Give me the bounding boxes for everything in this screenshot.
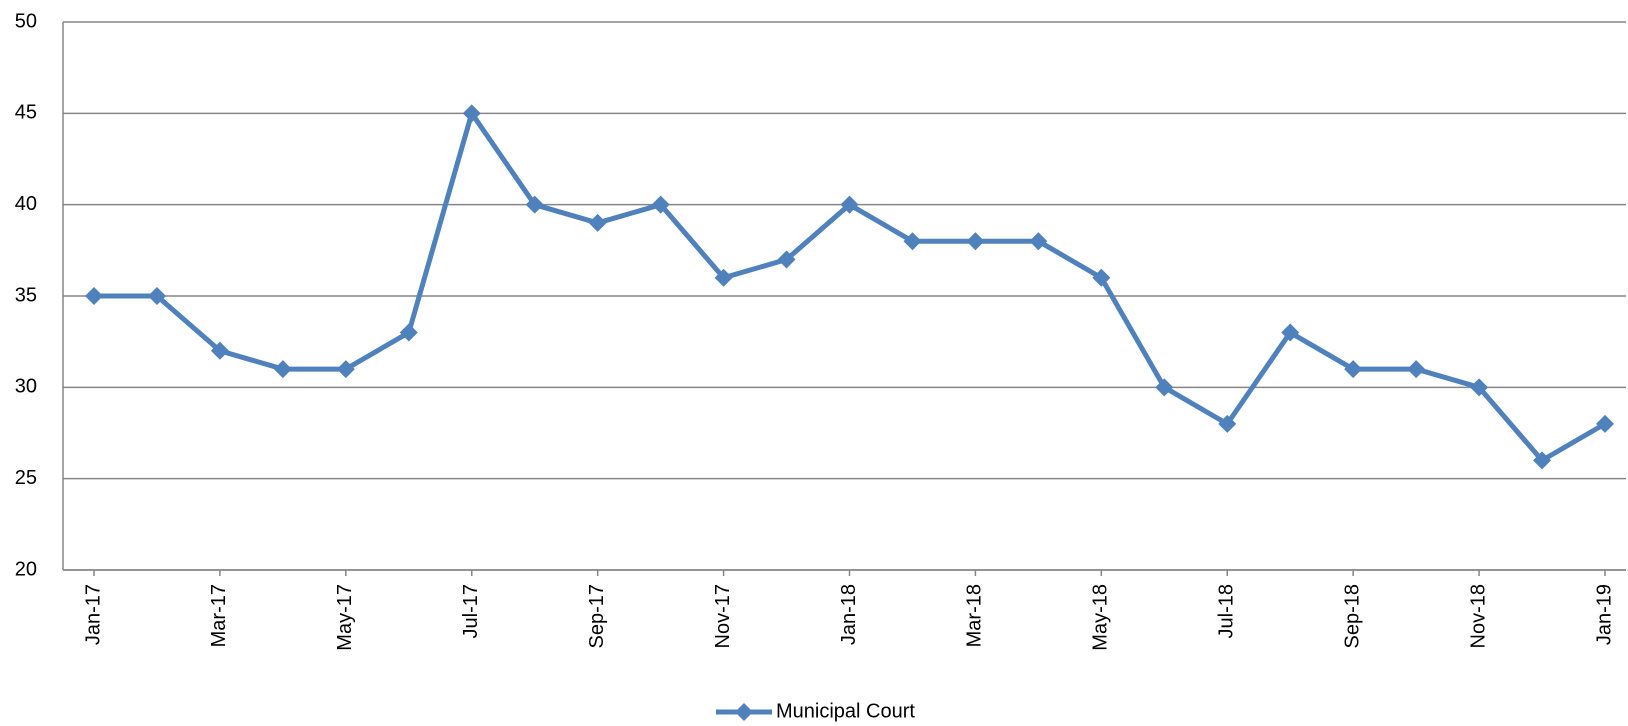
marker [210, 341, 229, 360]
x-tick-label: Jan-19 [1593, 584, 1615, 645]
y-tick-label: 35 [15, 284, 37, 306]
marker [1092, 268, 1111, 287]
marker [777, 250, 796, 269]
x-tick-label: Mar-17 [208, 584, 230, 647]
marker [1533, 451, 1552, 470]
legend-label: Municipal Court [776, 700, 915, 722]
y-tick-label: 20 [15, 558, 37, 580]
marker [525, 195, 544, 214]
marker [336, 360, 355, 379]
marker [840, 195, 859, 214]
x-tick-label: Jul-18 [1216, 584, 1238, 638]
marker [588, 213, 607, 232]
x-tick-label: May-18 [1090, 584, 1112, 651]
x-tick-label: Nov-17 [712, 584, 734, 648]
marker [1155, 378, 1174, 397]
marker [1596, 414, 1614, 433]
y-tick-label: 40 [15, 193, 37, 215]
marker [273, 360, 292, 379]
marker [1407, 360, 1426, 379]
y-tick-label: 30 [15, 376, 37, 398]
line [94, 110, 1607, 463]
marker [1281, 323, 1300, 342]
marker [1029, 232, 1048, 251]
x-tick-label: Nov-18 [1467, 584, 1489, 648]
marker [85, 287, 103, 305]
marker [714, 268, 733, 287]
marker [399, 323, 418, 342]
y-tick-label: 45 [15, 102, 37, 124]
x-tick-label: Sep-17 [586, 584, 608, 649]
x-tick-label: Mar-18 [964, 584, 986, 647]
legend-marker [735, 703, 753, 721]
x-tick-label: Jan-17 [82, 584, 104, 645]
x-tick-label: Jul-17 [460, 584, 482, 638]
x-tick-label: Sep-18 [1341, 584, 1363, 649]
marker [966, 232, 985, 251]
x-tick-label: Jan-18 [838, 584, 860, 645]
x-tick-label: May-17 [334, 584, 356, 651]
marker [651, 195, 670, 214]
marker [1470, 378, 1489, 397]
marker [1218, 414, 1237, 433]
marker [462, 104, 481, 123]
y-tick-label: 25 [15, 467, 37, 489]
y-tick-label: 50 [15, 10, 37, 32]
marker [1344, 360, 1363, 379]
marker [903, 232, 922, 251]
marker [147, 287, 166, 305]
